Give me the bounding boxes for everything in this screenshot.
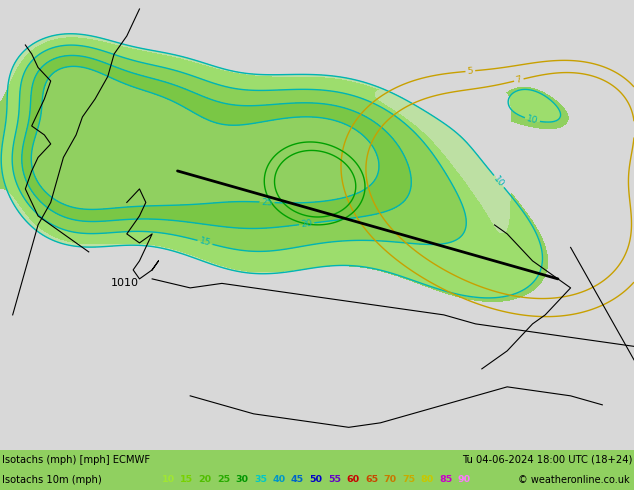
Text: 25: 25 <box>261 197 273 207</box>
Text: 85: 85 <box>439 475 452 485</box>
Text: 10: 10 <box>162 475 174 485</box>
Text: © weatheronline.co.uk: © weatheronline.co.uk <box>519 475 630 485</box>
Text: Isotachs 10m (mph): Isotachs 10m (mph) <box>2 475 101 485</box>
Text: 15: 15 <box>180 475 193 485</box>
Text: 7: 7 <box>515 75 522 85</box>
Text: 35: 35 <box>254 475 267 485</box>
Text: 20: 20 <box>301 219 313 229</box>
Text: 30: 30 <box>235 475 249 485</box>
Text: 60: 60 <box>346 475 359 485</box>
Text: 5: 5 <box>467 66 474 76</box>
Text: 45: 45 <box>291 475 304 485</box>
Text: 65: 65 <box>365 475 378 485</box>
Text: 40: 40 <box>273 475 285 485</box>
Text: 15: 15 <box>198 237 212 248</box>
Text: 10: 10 <box>492 174 506 189</box>
Text: 1010: 1010 <box>111 278 139 288</box>
Text: 50: 50 <box>309 475 323 485</box>
Text: 55: 55 <box>328 475 341 485</box>
Text: Isotachs (mph) [mph] ECMWF: Isotachs (mph) [mph] ECMWF <box>2 455 150 465</box>
Text: 75: 75 <box>402 475 415 485</box>
Text: 70: 70 <box>384 475 396 485</box>
Text: 90: 90 <box>458 475 470 485</box>
Text: 10: 10 <box>526 114 539 125</box>
Text: Tu 04-06-2024 18:00 UTC (18+24): Tu 04-06-2024 18:00 UTC (18+24) <box>462 455 632 465</box>
Text: 20: 20 <box>198 475 212 485</box>
Text: 25: 25 <box>217 475 230 485</box>
Text: 80: 80 <box>420 475 434 485</box>
